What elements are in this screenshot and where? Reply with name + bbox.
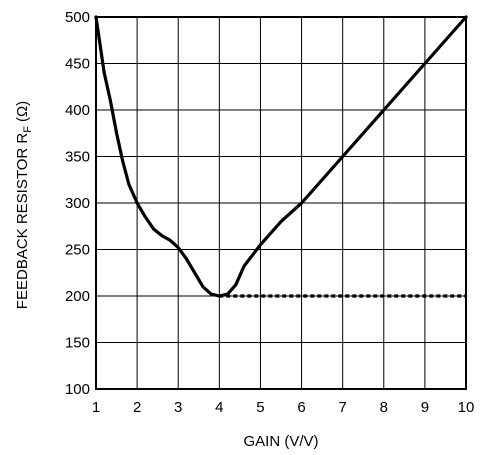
x-tick-label-5: 6: [297, 399, 305, 416]
y-axis-label-main: FEEDBACK RESISTOR R: [14, 133, 31, 310]
y-tick-label-6: 400: [65, 102, 90, 119]
grid: [95, 16, 467, 390]
y-tick-labels: 100 150 200 250 300 350 400 450 500: [65, 9, 90, 398]
y-tick-label-1: 150: [65, 335, 90, 352]
y-tick-label-7: 450: [65, 56, 90, 73]
y-tick-label-8: 500: [65, 9, 90, 26]
y-axis-label: FEEDBACK RESISTOR RF (Ω): [14, 101, 34, 309]
y-axis-label-unit: (Ω): [14, 101, 31, 122]
series-line-0: [94, 15, 468, 298]
y-tick-label-4: 300: [65, 195, 90, 212]
x-tick-label-1: 2: [133, 399, 141, 416]
y-axis-label-subscript: F: [22, 126, 34, 133]
x-tick-label-9: 10: [458, 399, 475, 416]
y-tick-label-5: 350: [65, 149, 90, 166]
x-tick-label-7: 8: [380, 399, 388, 416]
y-tick-label-2: 200: [65, 288, 90, 305]
x-tick-labels: 1 2 3 4 5 6 7 8 9 10: [92, 399, 475, 416]
x-tick-label-3: 4: [215, 399, 223, 416]
plot-frame: [95, 16, 467, 390]
x-tick-label-2: 3: [174, 399, 182, 416]
y-tick-label-0: 100: [65, 381, 90, 398]
x-tick-label-6: 7: [338, 399, 346, 416]
y-tick-label-3: 250: [65, 242, 90, 259]
x-tick-label-8: 9: [421, 399, 429, 416]
x-tick-label-0: 1: [92, 399, 100, 416]
series-layer: [94, 15, 468, 298]
x-tick-label-4: 5: [256, 399, 264, 416]
x-axis-label: GAIN (V/V): [243, 433, 318, 450]
